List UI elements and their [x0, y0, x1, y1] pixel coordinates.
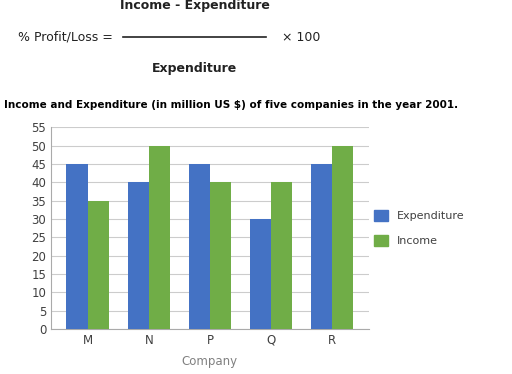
Bar	[332, 145, 353, 329]
Bar	[210, 182, 231, 329]
Bar	[188, 164, 210, 329]
Bar	[271, 182, 292, 329]
Bar	[311, 164, 332, 329]
Text: % Profit/Loss =: % Profit/Loss =	[18, 31, 113, 43]
Bar	[149, 145, 170, 329]
Bar	[67, 164, 88, 329]
Text: Expenditure: Expenditure	[152, 62, 237, 75]
Legend: Expenditure, Income: Expenditure, Income	[374, 210, 464, 246]
Bar	[127, 182, 149, 329]
Text: Income and Expenditure (in million US $) of five companies in the year 2001.: Income and Expenditure (in million US $)…	[4, 100, 458, 110]
X-axis label: Company: Company	[182, 355, 238, 368]
Text: × 100: × 100	[282, 31, 320, 43]
Text: Income - Expenditure: Income - Expenditure	[120, 0, 269, 12]
Bar	[88, 200, 109, 329]
Bar	[250, 219, 271, 329]
